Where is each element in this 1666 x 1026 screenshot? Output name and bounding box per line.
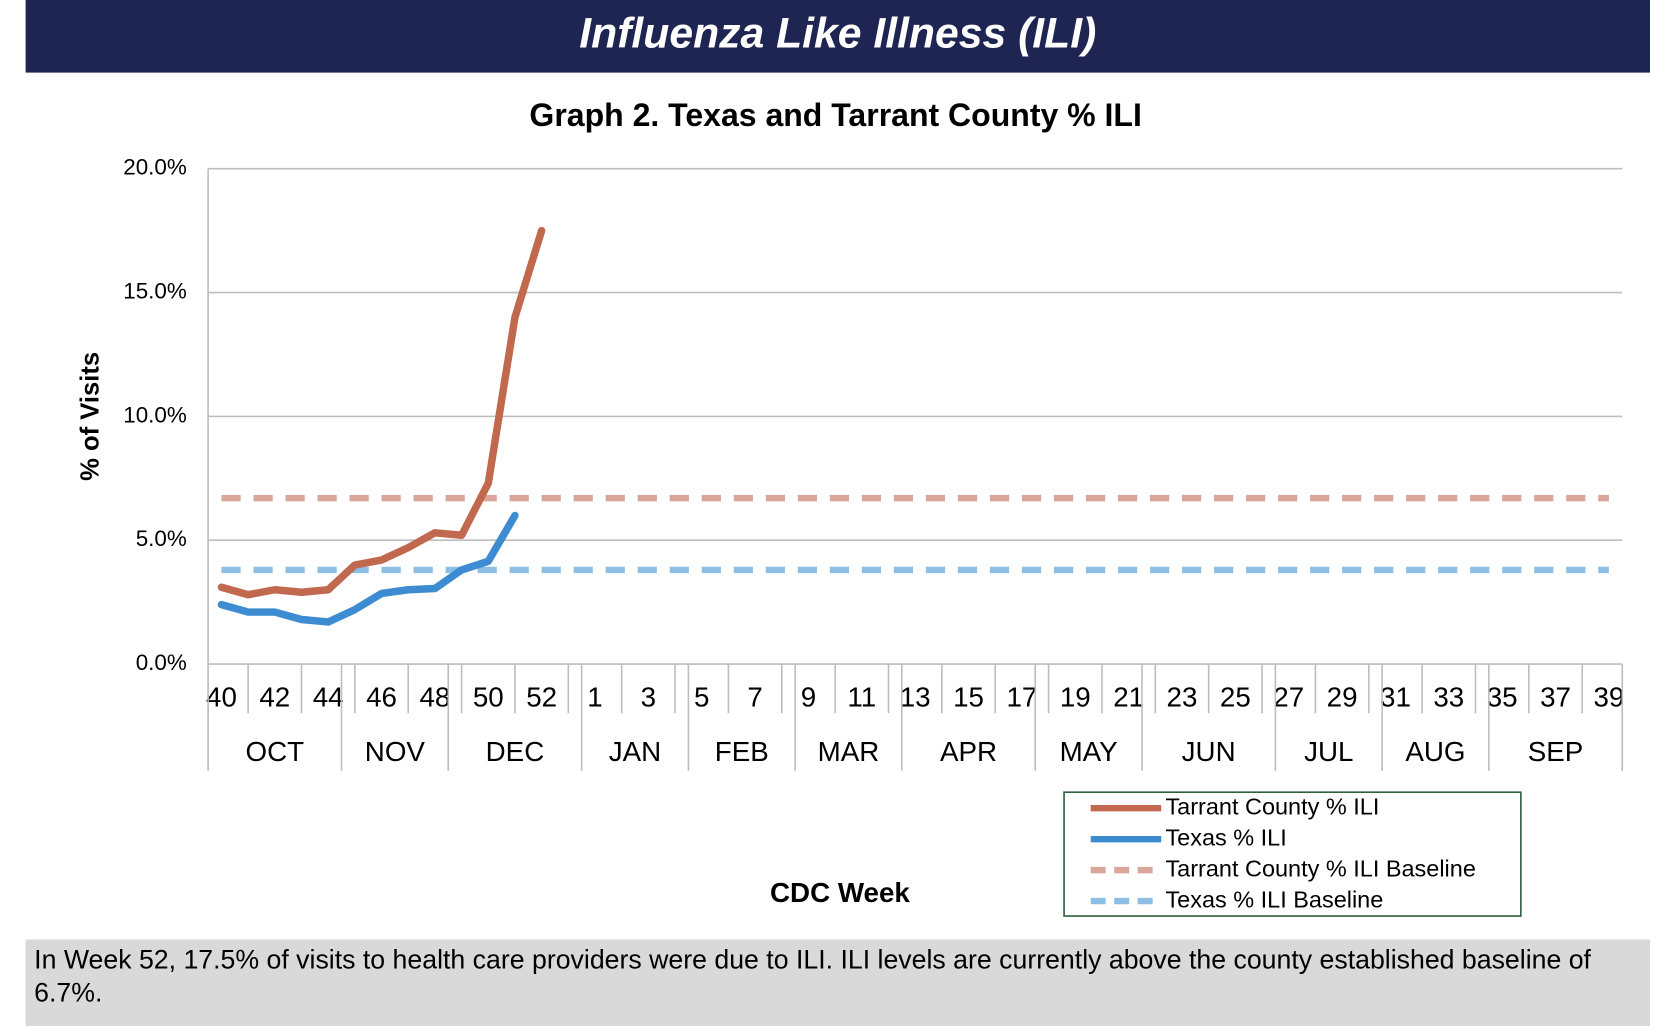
- month-label: FEB: [715, 736, 769, 767]
- x-tick-label: 11: [847, 682, 876, 713]
- footer-box: [25, 939, 1650, 1026]
- x-tick-label: 17: [1006, 682, 1037, 713]
- x-tick-label: 27: [1273, 682, 1304, 713]
- month-label: APR: [940, 736, 997, 767]
- x-tick-label: 44: [313, 682, 344, 713]
- legend-box: [1063, 791, 1522, 917]
- x-tick-label: 46: [366, 682, 397, 713]
- footer-note-box: In Week 52, 17.5% of visits to health ca…: [34, 944, 1591, 1008]
- x-tick-label: 1: [587, 682, 602, 713]
- x-tick-label: 29: [1327, 682, 1358, 713]
- x-tick-label: 9: [801, 682, 816, 713]
- y-tick-label: 0.0%: [136, 650, 187, 675]
- month-label: MAY: [1060, 736, 1118, 767]
- legend-label: Tarrant County % ILI Baseline: [1165, 855, 1475, 881]
- x-tick-label: 39: [1593, 682, 1624, 713]
- y-axis-label: % of Visits: [77, 352, 105, 481]
- x-tick-label: 50: [473, 682, 504, 713]
- x-tick-label: 7: [747, 682, 762, 713]
- legend-label: Tarrant County % ILI: [1165, 793, 1379, 819]
- month-label: AUG: [1405, 736, 1465, 767]
- x-axis-label: CDC Week: [770, 877, 910, 908]
- x-tick-label: 15: [953, 682, 984, 713]
- x-tick-label: 40: [206, 682, 237, 713]
- x-tick-label: 19: [1060, 682, 1091, 713]
- x-tick-label: 48: [419, 682, 450, 713]
- legend-label: Texas % ILI Baseline: [1165, 886, 1383, 912]
- footer-note: In Week 52, 17.5% of visits to health ca…: [34, 944, 1591, 1008]
- x-tick-label: 3: [641, 682, 656, 713]
- month-label: JUN: [1182, 736, 1236, 767]
- chart-title: Graph 2. Texas and Tarrant County % ILI: [529, 97, 1141, 133]
- x-tick-label: 31: [1380, 682, 1411, 713]
- y-tick-label: 5.0%: [136, 526, 187, 551]
- x-tick-label: 52: [526, 682, 557, 713]
- x-tick-label: 35: [1487, 682, 1518, 713]
- month-label: DEC: [486, 736, 545, 767]
- x-tick-label: 37: [1540, 682, 1571, 713]
- x-tick-label: 23: [1167, 682, 1198, 713]
- series-line: [217, 511, 519, 626]
- y-tick-label: 15.0%: [123, 278, 187, 303]
- y-tick-label: 20.0%: [123, 155, 187, 180]
- month-label: MAR: [818, 736, 880, 767]
- month-label: JUL: [1304, 736, 1353, 767]
- x-tick-label: 21: [1113, 682, 1144, 713]
- header-title: Influenza Like Illness (ILI): [579, 10, 1096, 58]
- series-line: [217, 226, 546, 599]
- x-tick-label: 33: [1433, 682, 1464, 713]
- month-label: NOV: [365, 736, 426, 767]
- x-tick-label: 5: [694, 682, 709, 713]
- x-tick-label: 13: [900, 682, 931, 713]
- x-tick-label: 42: [259, 682, 290, 713]
- month-label: OCT: [246, 736, 305, 767]
- header-bar: [25, 0, 1650, 73]
- y-tick-label: 10.0%: [123, 402, 187, 427]
- legend-label: Texas % ILI: [1165, 824, 1286, 850]
- x-tick-label: 25: [1220, 682, 1251, 713]
- month-label: JAN: [609, 736, 661, 767]
- month-label: SEP: [1528, 736, 1584, 767]
